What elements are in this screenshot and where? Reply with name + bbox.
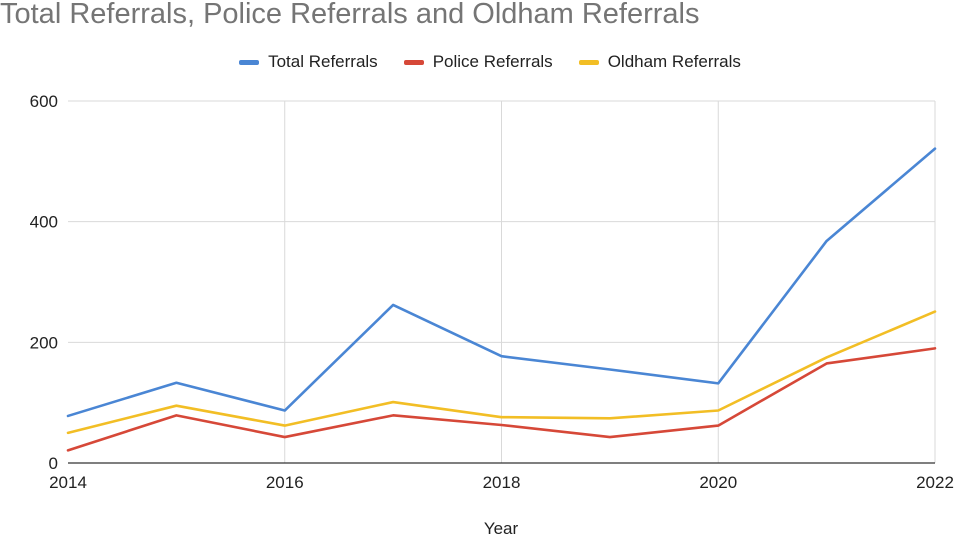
data-point-police-2022[interactable] [932,345,938,351]
legend: Total Referrals Police Referrals Oldham … [0,50,960,74]
y-tick-label-600: 600 [30,92,58,111]
x-tick-label-2022: 2022 [916,473,954,492]
y-tick-label-400: 400 [30,213,58,232]
x-axis-title: Year [484,519,519,538]
y-tick-label-0: 0 [49,454,58,473]
legend-item-police[interactable]: Police Referrals [403,52,553,72]
x-tick-label-2016: 2016 [266,473,304,492]
y-tick-label-200: 200 [30,333,58,352]
data-point-total-2015[interactable] [173,380,179,386]
data-point-oldham-2014[interactable] [65,430,71,436]
legend-label-police: Police Referrals [432,52,553,71]
series-line-oldham[interactable] [66,310,937,435]
data-point-police-2018[interactable] [499,422,505,428]
chart-title: Total Referrals, Police Referrals and Ol… [0,0,700,30]
series-line-total[interactable] [66,147,937,418]
data-point-police-2015[interactable] [173,412,179,418]
data-point-police-2016[interactable] [282,434,288,440]
data-point-police-2021[interactable] [824,360,830,366]
data-point-oldham-2015[interactable] [173,403,179,409]
series-line-police[interactable] [66,347,937,452]
series-lines [65,146,938,453]
legend-swatch-oldham [578,59,599,65]
data-point-police-2017[interactable] [390,412,396,418]
data-point-oldham-2017[interactable] [390,399,396,405]
data-point-oldham-2020[interactable] [715,408,721,414]
data-point-police-2014[interactable] [65,447,71,453]
data-point-total-2022[interactable] [932,146,938,152]
legend-label-total: Total Referrals [268,52,378,71]
data-point-oldham-2018[interactable] [499,414,505,420]
data-point-total-2016[interactable] [282,408,288,414]
legend-item-total[interactable]: Total Referrals [239,52,378,72]
x-tick-label-2014: 2014 [49,473,87,492]
data-point-oldham-2022[interactable] [932,309,938,315]
data-point-police-2019[interactable] [607,434,613,440]
data-point-oldham-2021[interactable] [824,354,830,360]
data-point-oldham-2016[interactable] [282,423,288,429]
data-point-total-2020[interactable] [715,380,721,386]
data-point-total-2018[interactable] [499,353,505,359]
tick-labels: 0 200 400 600 2014 2016 2018 2020 2022 [30,92,954,492]
data-point-total-2021[interactable] [824,238,830,244]
x-tick-label-2018: 2018 [483,473,521,492]
legend-swatch-total [239,59,260,65]
legend-label-oldham: Oldham Referrals [607,52,741,71]
data-point-police-2020[interactable] [715,423,721,429]
legend-swatch-police [403,59,424,65]
x-tick-label-2020: 2020 [699,473,737,492]
data-point-total-2014[interactable] [65,413,71,419]
legend-item-oldham[interactable]: Oldham Referrals [578,52,741,72]
data-point-total-2019[interactable] [607,366,613,372]
data-point-oldham-2019[interactable] [607,415,613,421]
data-point-total-2017[interactable] [390,302,396,308]
gridlines [68,100,936,463]
